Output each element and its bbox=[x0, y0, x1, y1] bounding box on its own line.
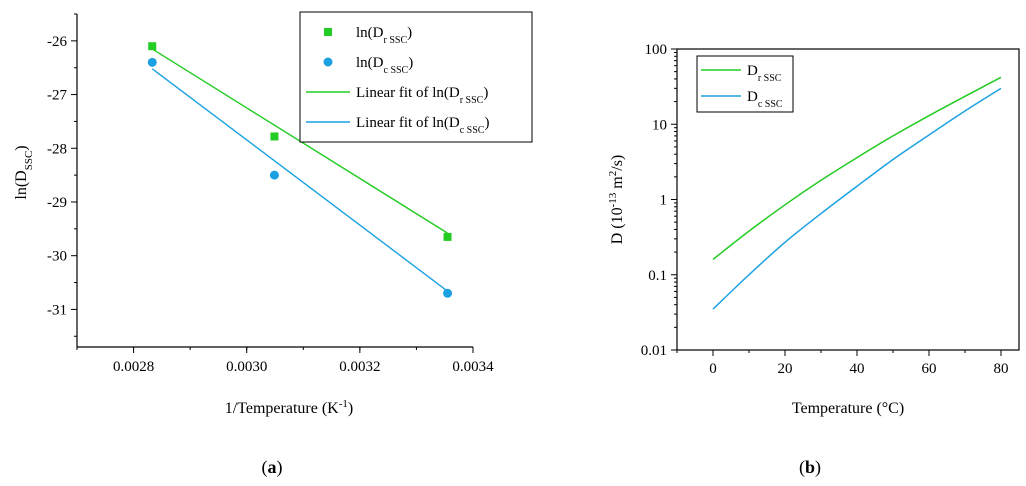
x-tick-label-a: 0.0032 bbox=[339, 359, 380, 375]
x-axis-label-b: Temperature (°C) bbox=[792, 400, 904, 417]
y-tick-label-b: 100 bbox=[645, 42, 668, 58]
y-tick-label-b: 0.1 bbox=[648, 268, 667, 284]
point-a-1-2 bbox=[443, 288, 453, 298]
x-tick-label-a: 0.0034 bbox=[452, 359, 494, 375]
y-tick-label-a: -29 bbox=[47, 195, 67, 211]
y-tick-label-a: -28 bbox=[47, 141, 67, 157]
x-tick-label-a: 0.0030 bbox=[226, 359, 267, 375]
point-a-1-1 bbox=[269, 170, 279, 180]
panel-label-a: (a) bbox=[262, 457, 283, 478]
panel-label-b: (b) bbox=[799, 457, 821, 478]
y-axis-label-a: ln(DSSC) bbox=[13, 145, 35, 199]
legend-label-a-3: Linear fit of ln(Dc SSC) bbox=[356, 115, 489, 136]
legend-label-a-1: ln(Dc SSC) bbox=[356, 55, 413, 76]
legend-a: ln(Dr SSC) ln(Dc SSC) Linear fit of ln(Dr … bbox=[299, 11, 533, 143]
y-tick-label-b: 0.01 bbox=[641, 343, 667, 359]
fit-line-a-3 bbox=[151, 68, 448, 292]
point-a-0-2 bbox=[443, 232, 452, 241]
y-tick-label-a: -27 bbox=[47, 88, 67, 104]
x-axis-label-a: 1/Temperature (K-1) bbox=[225, 398, 353, 417]
legend-box-b bbox=[696, 55, 794, 113]
x-tick-label-b: 40 bbox=[850, 361, 865, 377]
x-tick-label-b: 80 bbox=[994, 361, 1009, 377]
y-tick-label-b: 1 bbox=[660, 193, 668, 209]
x-tick-label-b: 0 bbox=[709, 361, 717, 377]
chart-a: 0.0028 0.0030 0.0032 0.0034 -26 -27 -28 -29 -30 -… bbox=[13, 11, 533, 478]
legend-label-b-0: Dr SSC bbox=[747, 63, 782, 84]
y-tick-label-a: -26 bbox=[47, 34, 67, 50]
legend-b: Dr SSC Dc SSC bbox=[696, 55, 794, 113]
point-a-0-0 bbox=[148, 42, 157, 51]
series-line-b-1 bbox=[712, 87, 1002, 310]
legend-marker-a-1 bbox=[323, 57, 333, 67]
x-tick-label-a: 0.0028 bbox=[113, 359, 154, 375]
chart-b: 0 20 40 60 80 0.01 0.1 1 10 100 Dr SSC Dc SSC Temp… bbox=[607, 42, 1020, 478]
legend-label-a-0: ln(Dr SSC) bbox=[356, 25, 412, 46]
x-tick-label-b: 20 bbox=[778, 361, 793, 377]
y-tick-label-b: 10 bbox=[652, 117, 667, 133]
legend-label-a-2: Linear fit of ln(Dr SSC) bbox=[356, 85, 488, 106]
point-a-1-0 bbox=[147, 57, 157, 67]
x-tick-label-b: 60 bbox=[922, 361, 937, 377]
legend-label-b-1: Dc SSC bbox=[747, 89, 783, 110]
y-tick-label-a: -31 bbox=[47, 302, 67, 318]
point-a-0-1 bbox=[270, 132, 279, 141]
legend-box-a bbox=[299, 11, 533, 143]
y-axis-label-b: D (10-13 m2/s) bbox=[607, 155, 626, 245]
legend-marker-a-0 bbox=[324, 28, 332, 36]
y-tick-label-a: -30 bbox=[47, 249, 67, 265]
series-line-b-0 bbox=[712, 76, 1002, 260]
